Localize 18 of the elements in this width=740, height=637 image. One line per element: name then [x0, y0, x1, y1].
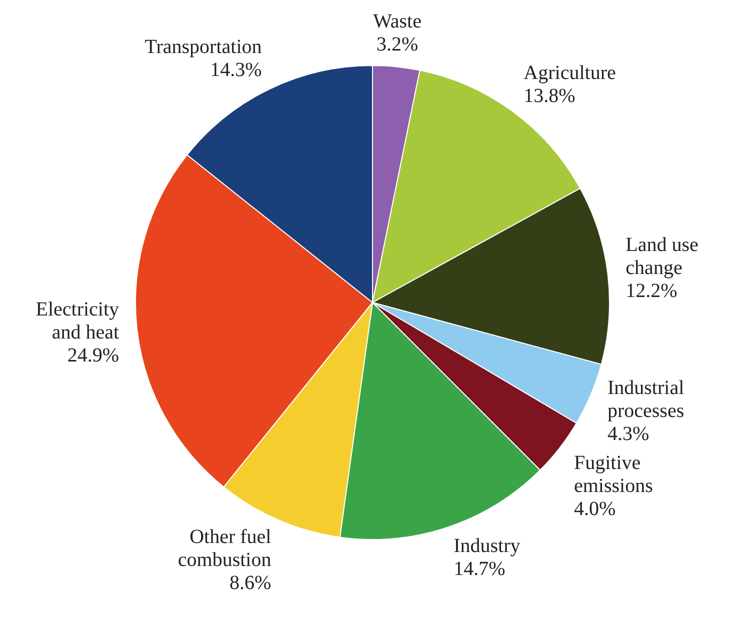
- slice-label: Other fuel combustion: [178, 526, 272, 572]
- data-label: 8.6%: [230, 572, 272, 594]
- slice-label: Electricity and heat: [36, 298, 120, 344]
- data-label: 12.2%: [626, 280, 678, 302]
- slice-label: Waste: [373, 10, 422, 33]
- slice-label: Agriculture: [524, 62, 616, 84]
- data-label: 13.8%: [524, 84, 576, 107]
- slice-label: Transportation: [144, 36, 262, 58]
- data-label: 14.3%: [210, 59, 262, 82]
- slice-label: Industry: [454, 535, 520, 558]
- slice-label: Industrial processes: [607, 377, 685, 422]
- data-label: 3.2%: [376, 34, 418, 56]
- data-label: 4.0%: [574, 498, 616, 520]
- data-label: 24.9%: [67, 344, 120, 367]
- data-label: 4.3%: [607, 423, 650, 446]
- slice-label: Land use change: [626, 234, 699, 280]
- data-label: 14.7%: [454, 558, 506, 580]
- slice-label: Fugitive emissions: [574, 452, 654, 498]
